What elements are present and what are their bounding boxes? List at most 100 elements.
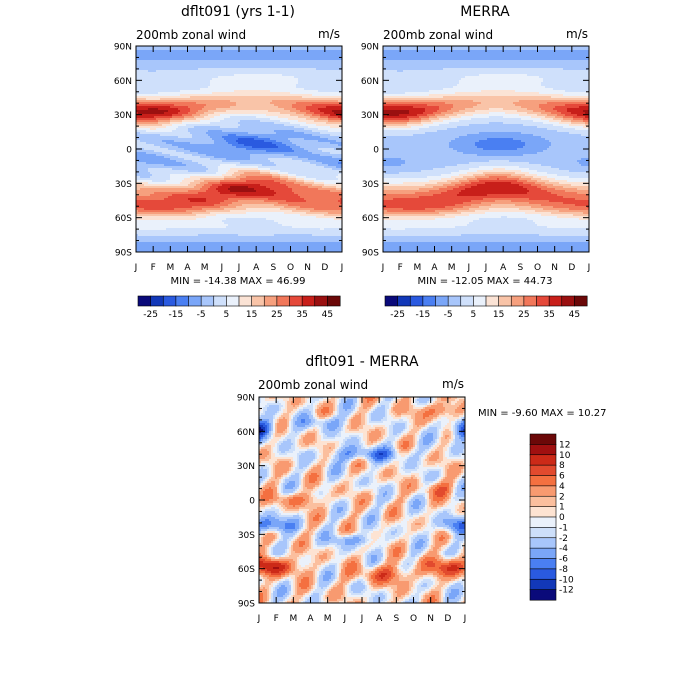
- panel3-cell: [435, 463, 448, 466]
- panel3-cell: [373, 473, 378, 476]
- panel3-cell: [415, 491, 418, 494]
- panel3-cell: [359, 529, 362, 532]
- panel3-cell: [387, 545, 390, 548]
- panel1-cell: [136, 240, 342, 243]
- panel3-cell: [459, 527, 465, 530]
- panel3-cell: [325, 475, 328, 478]
- panel3-cell: [427, 535, 430, 538]
- panel3-cell: [261, 535, 264, 538]
- panel3-cell: [313, 465, 318, 468]
- panel3-cell: [305, 529, 310, 532]
- panel2-ytick-label: 90S: [362, 249, 379, 259]
- panel3-cell: [337, 405, 340, 408]
- panel3-cell: [283, 489, 296, 492]
- panel3-cell: [359, 405, 362, 408]
- panel3-cell: [351, 465, 356, 468]
- panel1-cell: [136, 184, 145, 187]
- panel3-cell: [277, 539, 280, 542]
- panel1-cell: [280, 208, 297, 211]
- panel3-cell: [259, 419, 270, 422]
- panel3-cell: [267, 429, 270, 432]
- panel2-xtick-label: J: [467, 263, 471, 273]
- panel3-cell: [363, 399, 368, 402]
- panel3-cell: [393, 399, 396, 402]
- panel1-cell: [282, 142, 293, 145]
- panel3-cell: [365, 467, 368, 470]
- panel3-cell: [401, 515, 404, 518]
- panel3-cell: [349, 445, 356, 448]
- panel3-cell: [337, 453, 340, 456]
- panel2-cell: [383, 238, 589, 241]
- panel3-cell: [429, 515, 434, 518]
- panel3-cell: [267, 553, 270, 556]
- panel3-cell: [335, 445, 340, 448]
- colorbar1-swatch: [175, 295, 190, 307]
- panel3-cell: [309, 481, 316, 484]
- panel3-cell: [443, 499, 448, 502]
- panel3-cell: [293, 493, 296, 496]
- panel3-cell: [277, 447, 280, 450]
- panel3-cell: [429, 451, 432, 454]
- panel3-cell: [267, 515, 272, 518]
- panel3-cell: [407, 417, 412, 420]
- panel3-cell: [289, 415, 292, 418]
- panel2-cell: [581, 158, 589, 161]
- panel3-cell: [423, 437, 434, 440]
- panel1-cell: [172, 116, 185, 119]
- panel3-cell: [311, 467, 314, 470]
- panel3-cell: [373, 521, 378, 524]
- panel3-cell: [453, 487, 456, 490]
- panel3-cell: [441, 481, 454, 484]
- panel3-cell: [445, 407, 458, 410]
- panel3-cell: [367, 533, 372, 536]
- panel1-cell: [304, 178, 317, 181]
- panel3-cell: [367, 431, 372, 434]
- panel3-cell: [283, 481, 286, 484]
- panel3-cell: [283, 475, 288, 478]
- panel3-cell: [459, 511, 465, 514]
- panel3-cell: [303, 429, 306, 432]
- panel2-cell: [461, 116, 490, 119]
- panel3-cell: [369, 477, 374, 480]
- panel3-cell: [399, 487, 402, 490]
- panel1-cell: [250, 154, 285, 157]
- panel1-cell: [226, 218, 267, 221]
- panel3-cell: [319, 451, 324, 454]
- panel3-cell: [325, 413, 332, 416]
- panel3-cell: [379, 403, 390, 406]
- panel3-cell: [423, 539, 430, 542]
- panel3-cell: [371, 415, 386, 418]
- panel3-cell: [313, 411, 316, 414]
- panel1-cell: [270, 102, 297, 105]
- panel3-cell: [387, 505, 390, 508]
- panel3-cell: [331, 493, 346, 496]
- panel3-cell: [417, 447, 420, 450]
- panel3-cell: [305, 397, 310, 400]
- panel3-cell: [281, 493, 284, 496]
- panel2-cell: [547, 148, 589, 151]
- panel3-cell: [393, 459, 406, 462]
- panel1-cell: [232, 202, 279, 205]
- panel3-cell: [365, 419, 368, 422]
- panel3-cell: [437, 447, 444, 450]
- panel3-cell: [321, 431, 324, 434]
- panel1-xtick-label: A: [184, 263, 191, 273]
- panel3-cell: [365, 545, 372, 548]
- panel3-cell: [431, 405, 444, 408]
- panel3-cell: [321, 515, 326, 518]
- panel1-cell: [290, 146, 301, 149]
- panel3-cell: [263, 429, 266, 432]
- panel3-cell: [315, 425, 320, 428]
- panel3-cell: [273, 501, 282, 504]
- panel1-cell: [222, 220, 275, 223]
- panel3-cell: [381, 525, 392, 528]
- panel3-cell: [319, 461, 326, 464]
- panel3-cell: [405, 517, 414, 520]
- panel3-cell: [415, 453, 422, 456]
- panel2-cell: [513, 102, 548, 105]
- panel3-cell: [279, 497, 288, 500]
- panel3-cell: [397, 483, 400, 486]
- panel3-cell: [381, 515, 384, 518]
- panel3-cell: [437, 549, 442, 552]
- panel3-cell: [425, 501, 428, 504]
